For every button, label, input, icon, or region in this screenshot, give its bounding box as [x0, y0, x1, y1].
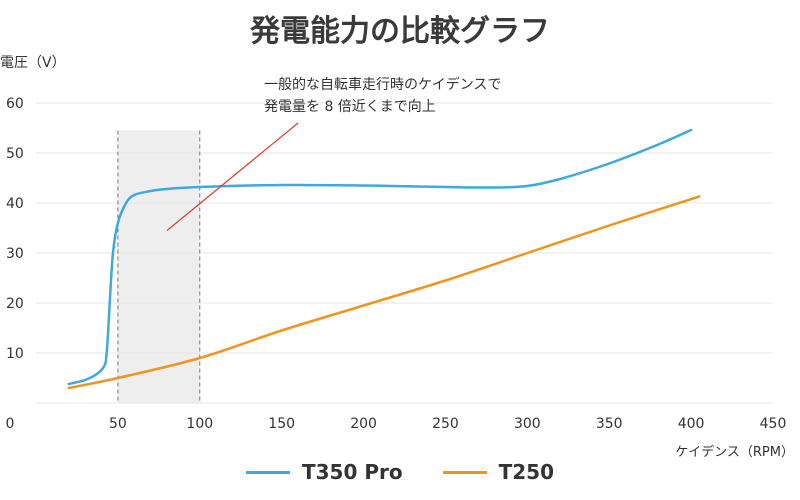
legend-item-t350-pro: T350 Pro — [245, 460, 403, 484]
x-tick-label: 50 — [109, 416, 127, 432]
grid-lines — [36, 102, 773, 404]
x-tick-label: 450 — [760, 416, 787, 432]
annotation-arrow — [166, 122, 299, 231]
x-tick-label: 300 — [514, 416, 541, 432]
highlight-region — [117, 130, 200, 403]
series-line-t350-pro — [67, 128, 693, 386]
x-tick-label: 400 — [678, 416, 705, 432]
legend-item-t250: T250 — [442, 460, 554, 484]
series-line-t250 — [67, 195, 701, 390]
legend-label-t250: T250 — [498, 460, 554, 484]
annotation-line-1: 一般的な自転車走行時のケイデンスで — [264, 77, 502, 93]
x-tick-label: 0 — [6, 416, 15, 432]
y-tick-label: 30 — [6, 246, 24, 262]
legend-swatch-t350-pro — [245, 470, 290, 474]
annotation-line-2: 発電量を 8 倍近くまで向上 — [264, 99, 436, 115]
y-tick-label: 60 — [6, 96, 24, 112]
y-tick-label: 40 — [6, 196, 24, 212]
x-axis-label: ケイデンス（RPM） — [675, 445, 794, 460]
y-tick-label: 50 — [6, 146, 24, 162]
x-tick-label: 200 — [350, 416, 377, 432]
legend-label-t350-pro: T350 Pro — [301, 460, 403, 484]
x-tick-label: 150 — [268, 416, 295, 432]
x-tick-label: 100 — [186, 416, 213, 432]
y-tick-label: 10 — [6, 346, 24, 362]
series-lines — [67, 128, 701, 390]
legend-swatch-t250 — [442, 470, 487, 474]
y-axis-label: 電圧（V） — [0, 55, 66, 71]
x-tick-label: 350 — [596, 416, 623, 432]
legend: T350 Pro T250 — [0, 460, 800, 484]
y-tick-labels: 10 20 30 40 50 60 — [6, 96, 24, 362]
y-tick-label: 20 — [6, 296, 24, 312]
chart-title: 発電能力の比較グラフ — [250, 14, 550, 49]
x-tick-label: 250 — [432, 416, 459, 432]
x-tick-labels: 0 50 100 150 200 250 300 350 400 450 — [6, 416, 787, 432]
annotation-text: 一般的な自転車走行時のケイデンスで 発電量を 8 倍近くまで向上 — [264, 74, 501, 118]
